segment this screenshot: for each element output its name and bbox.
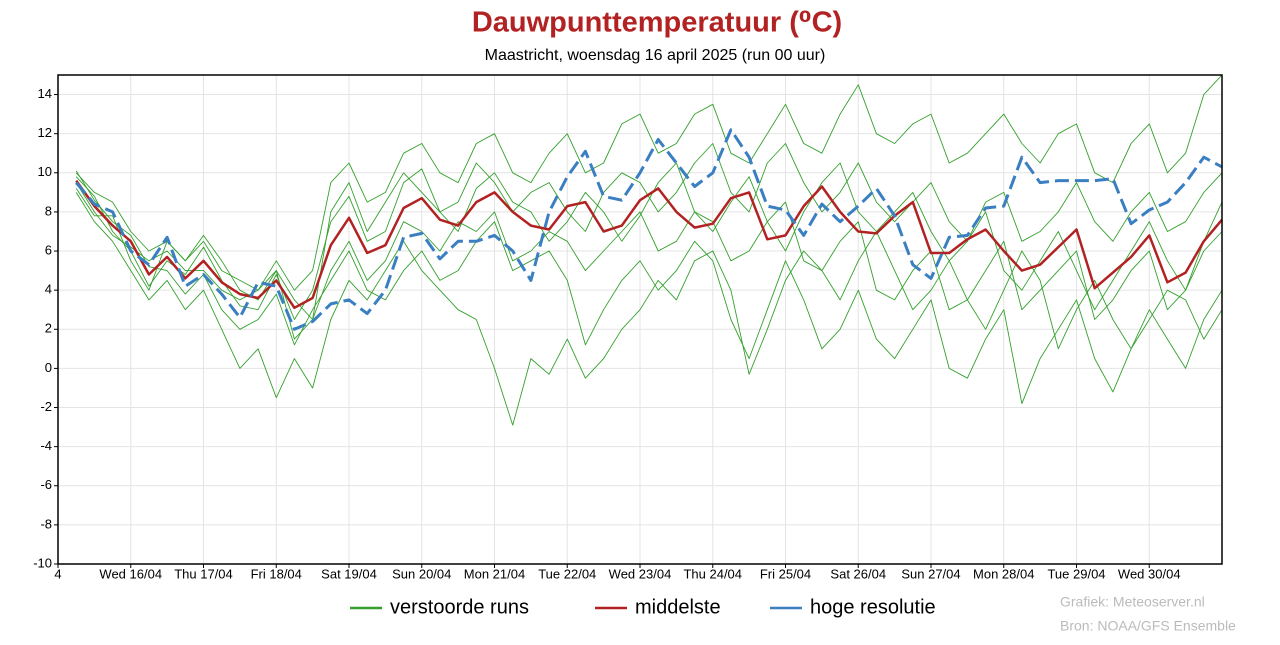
- chart-title: Dauwpunttemperatuur (⁰C): [472, 7, 842, 39]
- y-tick-label: -8: [40, 516, 52, 531]
- x-tick-label: Sat 19/04: [321, 566, 377, 581]
- ensemble-line: [75, 182, 1223, 320]
- x-tick-label: Mon 28/04: [973, 566, 1034, 581]
- x-tick-label: Wed 16/04: [99, 566, 162, 581]
- x-tick-label: Sat 26/04: [830, 566, 886, 581]
- x-tick-label: Wed 23/04: [609, 566, 672, 581]
- ensemble-line: [75, 192, 1223, 426]
- series-line: [75, 128, 1223, 331]
- y-tick-label: 6: [45, 242, 52, 257]
- y-tick-label: 10: [38, 164, 52, 179]
- series-line: [75, 179, 1223, 310]
- legend-label: verstoorde runs: [390, 596, 529, 618]
- y-tick-label: 8: [45, 203, 52, 218]
- y-tick-label: 2: [45, 321, 52, 336]
- y-tick-label: -6: [40, 477, 52, 492]
- x-tick-label: Mon 21/04: [464, 566, 525, 581]
- x-tick-label: Sun 27/04: [901, 566, 960, 581]
- y-tick-label: -2: [40, 399, 52, 414]
- x-tick-label: Sun 20/04: [392, 566, 451, 581]
- y-tick-label: 0: [45, 360, 52, 375]
- x-tick-label: Fri 18/04: [251, 566, 302, 581]
- plot-border: [57, 74, 1223, 565]
- legend-label: middelste: [635, 596, 721, 618]
- credit: Grafiek: Meteoserver.nl: [1060, 594, 1205, 610]
- credit: Bron: NOAA/GFS Ensemble: [1060, 618, 1236, 634]
- chart-subtitle: Maastricht, woensdag 16 april 2025 (run …: [485, 47, 826, 64]
- ensemble-line: [75, 170, 1223, 405]
- x-tick-label: Wed 30/04: [1118, 566, 1181, 581]
- x-tick-label: Tue 29/04: [1047, 566, 1105, 581]
- ensemble-line: [75, 162, 1223, 320]
- y-tick-label: 4: [45, 282, 52, 297]
- ensemble-line: [75, 74, 1223, 291]
- x-tick-label: Thu 17/04: [174, 566, 233, 581]
- legend-label: hoge resolutie: [810, 596, 936, 618]
- y-tick-label: 12: [38, 125, 52, 140]
- y-tick-label: 14: [38, 86, 52, 101]
- x-tick-label: 4: [54, 566, 61, 581]
- x-tick-label: Tue 22/04: [538, 566, 596, 581]
- y-tick-label: -4: [40, 438, 52, 453]
- x-tick-label: Fri 25/04: [760, 566, 811, 581]
- y-tick-label: -10: [33, 555, 52, 570]
- x-tick-label: Thu 24/04: [683, 566, 742, 581]
